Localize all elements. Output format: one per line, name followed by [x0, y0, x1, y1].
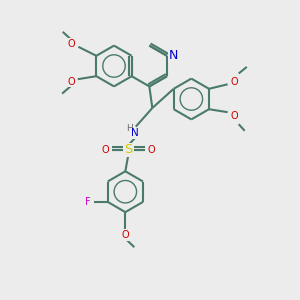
Text: O: O — [230, 111, 238, 121]
Text: O: O — [230, 77, 238, 87]
Text: F: F — [85, 197, 90, 207]
Text: S: S — [124, 143, 133, 156]
Text: O: O — [148, 145, 155, 155]
Text: H: H — [126, 124, 133, 133]
Text: O: O — [101, 145, 109, 155]
Text: O: O — [67, 76, 75, 87]
Text: O: O — [122, 230, 129, 240]
Text: N: N — [168, 49, 178, 62]
Text: O: O — [68, 39, 76, 49]
Text: N: N — [131, 128, 139, 138]
